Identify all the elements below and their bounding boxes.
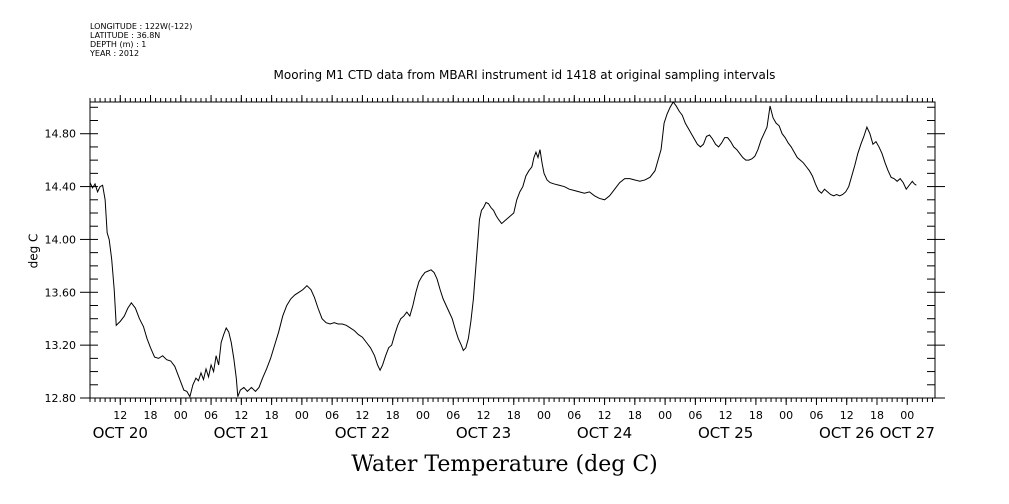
x-day-label: OCT 24 bbox=[577, 424, 632, 442]
y-tick-label: 13.60 bbox=[45, 286, 77, 299]
axis-ticks bbox=[80, 95, 945, 405]
x-tick-label: 12 bbox=[840, 409, 854, 422]
x-tick-label: 12 bbox=[113, 409, 127, 422]
x-day-label: OCT 26 bbox=[819, 424, 874, 442]
x-tick-label: 00 bbox=[295, 409, 309, 422]
axis-tick-labels: 12 18 00 06 12 18 00 06 12 18 00 06 12 18 00 06 12 18 00 06… bbox=[45, 128, 935, 442]
x-tick-label: 18 bbox=[870, 409, 884, 422]
x-tick-label: 00 bbox=[900, 409, 914, 422]
x-tick-label: 06 bbox=[325, 409, 339, 422]
x-tick-label: 18 bbox=[386, 409, 400, 422]
x-day-label: OCT 21 bbox=[214, 424, 269, 442]
y-tick-label: 14.00 bbox=[45, 233, 77, 246]
y-axis-label: deg C bbox=[26, 233, 41, 269]
x-tick-label: 06 bbox=[446, 409, 460, 422]
x-tick-label: 00 bbox=[174, 409, 188, 422]
y-tick-label: 14.80 bbox=[45, 128, 77, 141]
chart-title: Mooring M1 CTD data from MBARI instrumen… bbox=[273, 68, 776, 82]
x-tick-label: 18 bbox=[749, 409, 763, 422]
x-tick-label: 12 bbox=[234, 409, 248, 422]
x-tick-label: 00 bbox=[658, 409, 672, 422]
x-tick-label: 18 bbox=[507, 409, 521, 422]
x-tick-label: 06 bbox=[688, 409, 702, 422]
x-tick-label: 12 bbox=[355, 409, 369, 422]
x-day-label: OCT 25 bbox=[698, 424, 753, 442]
x-tick-label: 18 bbox=[144, 409, 158, 422]
header-year: YEAR : 2012 bbox=[90, 49, 140, 58]
x-tick-label: 18 bbox=[265, 409, 279, 422]
x-day-label: OCT 23 bbox=[456, 424, 511, 442]
x-day-label: OCT 20 bbox=[93, 424, 148, 442]
x-tick-label: 18 bbox=[628, 409, 642, 422]
y-tick-label: 12.80 bbox=[45, 392, 77, 405]
y-tick-label: 14.40 bbox=[45, 181, 77, 194]
x-tick-label: 12 bbox=[598, 409, 612, 422]
x-tick-label: 12 bbox=[719, 409, 733, 422]
x-tick-label: 06 bbox=[204, 409, 218, 422]
x-tick-label: 06 bbox=[567, 409, 581, 422]
header-depth: DEPTH (m) : 1 bbox=[90, 40, 147, 49]
x-axis-title: Water Temperature (deg C) bbox=[351, 452, 658, 477]
temperature-series-line bbox=[89, 101, 917, 399]
x-day-label: OCT 27 bbox=[880, 424, 935, 442]
header-latitude: LATITUDE : 36.8N bbox=[90, 31, 161, 40]
header-longitude: LONGITUDE : 122W(-122) bbox=[90, 22, 193, 31]
plot-frame bbox=[89, 101, 936, 399]
y-tick-label: 13.20 bbox=[45, 339, 77, 352]
x-tick-label: 00 bbox=[779, 409, 793, 422]
x-tick-label: 00 bbox=[537, 409, 551, 422]
x-day-label: OCT 22 bbox=[335, 424, 390, 442]
x-tick-label: 12 bbox=[476, 409, 490, 422]
x-tick-label: 00 bbox=[416, 409, 430, 422]
x-tick-label: 06 bbox=[809, 409, 823, 422]
